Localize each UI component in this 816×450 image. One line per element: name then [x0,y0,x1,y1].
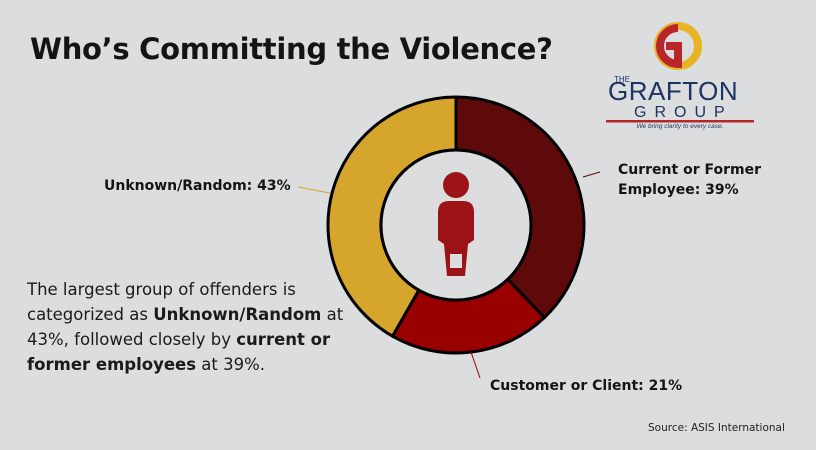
label-employee-line2: Employee: 39% [618,182,739,198]
label-customer: Customer or Client: 21% [490,378,683,394]
svg-text:GROUP: GROUP [634,104,733,121]
grafton-group-logo: THE GRAFTON GROUP We bring clarity to ev… [600,20,760,130]
leader-line-customer [470,351,481,379]
description-text: The largest group of offenders is catego… [27,280,344,374]
label-employee: Current or Former Employee: 39% [618,160,761,200]
page-title: Who’s Committing the Violence? [30,32,553,66]
source-note: Source: ASIS International [648,422,785,434]
leader-line-employee [582,171,601,178]
logo-g-shape [656,24,682,69]
svg-text:We bring clarity to every case: We bring clarity to every case. [637,123,724,130]
label-employee-line1: Current or Former [618,162,761,178]
svg-text:GRAFTON: GRAFTON [608,76,738,106]
leader-line-unknown [297,186,331,194]
person-icon [438,172,474,276]
svg-text:THE: THE [614,75,630,84]
label-unknown: Unknown/Random: 43% [104,178,291,194]
